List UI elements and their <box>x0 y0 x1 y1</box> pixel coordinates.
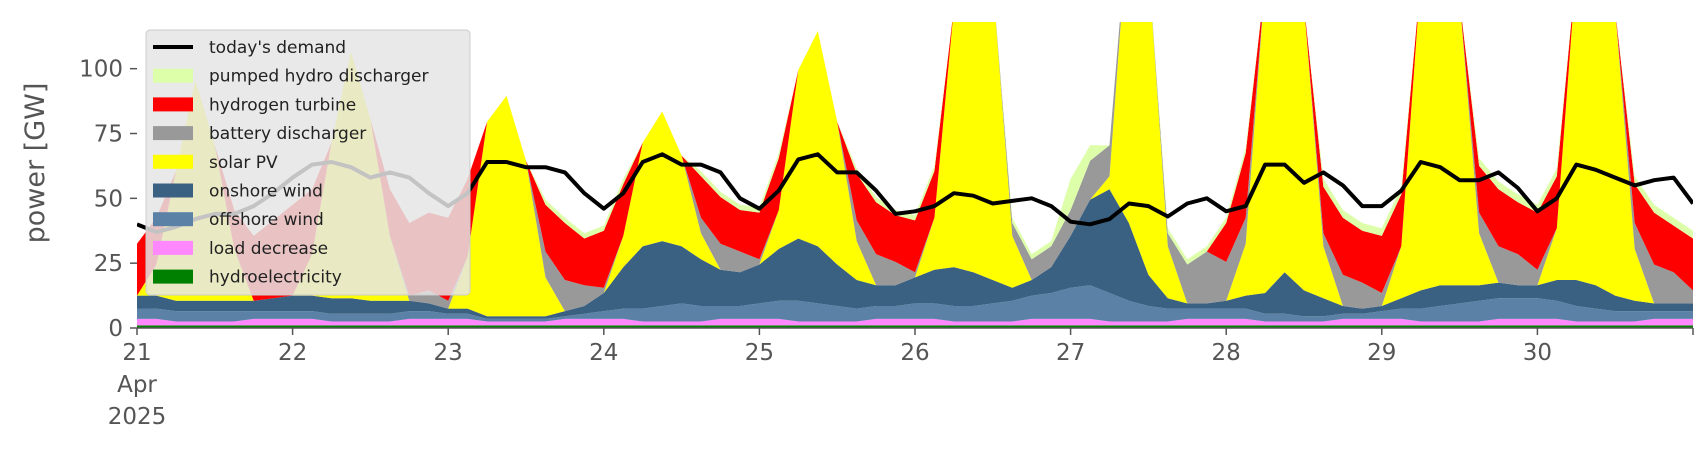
series-area-solar-pv <box>137 22 1693 317</box>
x-tick-label: 26 <box>900 340 929 366</box>
x-tick-label: 29 <box>1367 340 1396 366</box>
legend-label-battery-discharger: battery discharger <box>209 124 366 144</box>
legend-swatch-solar-pv <box>153 154 193 169</box>
x-tick-label: 25 <box>745 340 774 366</box>
legend-label-onshore-wind: onshore wind <box>209 182 323 202</box>
x-tick-label: 2025 <box>108 404 167 430</box>
legend-label-hydroelectricity: hydroelectricity <box>209 268 342 288</box>
x-tick-label: 27 <box>1056 340 1085 366</box>
series-area-battery-discharger <box>137 22 1693 312</box>
legend-swatch-battery-discharger <box>153 126 193 141</box>
y-tick-label: 100 <box>79 57 123 83</box>
x-tick-label: 30 <box>1523 340 1552 366</box>
legend-label-hydrogen-turbine: hydrogen turbine <box>209 95 356 115</box>
legend-swatch-offshore-wind <box>153 212 193 227</box>
axes: 0 25 50 75 100 21 Apr 2025 22 23 24 25 26 27 28 29 30 <box>79 57 1694 430</box>
x-tick-label: 21 <box>122 340 151 366</box>
x-tick-label: 22 <box>278 340 307 366</box>
legend-swatch-hydroelectricity <box>153 269 193 284</box>
legend-swatch-load-decrease <box>153 240 193 255</box>
legend-swatch-hydrogen-turbine <box>153 97 193 112</box>
x-tick-label: 28 <box>1212 340 1241 366</box>
legend-swatch-pumped-hydro-discharger <box>153 68 193 83</box>
y-tick-label: 75 <box>94 122 123 148</box>
legend-label-pumped-hydro-discharger: pumped hydro discharger <box>209 67 428 87</box>
y-tick-label: 50 <box>94 186 123 212</box>
legend: today's demand pumped hydro discharger hyd… <box>145 29 471 296</box>
x-tick-label: 24 <box>589 340 618 366</box>
y-axis-label: power [GW] <box>20 83 51 244</box>
series-area-onshore-wind <box>137 189 1693 319</box>
x-tick-label: Apr <box>117 372 157 398</box>
series-area-offshore-wind <box>137 285 1693 322</box>
legend-label-load-decrease: load decrease <box>209 239 328 259</box>
legend-label-offshore-wind: offshore wind <box>209 210 324 230</box>
series-area-load-decrease <box>137 318 1693 326</box>
legend-swatch-onshore-wind <box>153 183 193 198</box>
x-tick-label: 23 <box>434 340 463 366</box>
y-tick-label: 25 <box>94 251 123 277</box>
y-tick-label: 0 <box>108 316 123 342</box>
legend-label-today-s-demand: today's demand <box>209 38 346 58</box>
legend-box <box>145 29 471 296</box>
legend-label-solar-pv: solar PV <box>209 153 278 173</box>
series-area-pumped-hydro-discharger <box>137 22 1693 265</box>
